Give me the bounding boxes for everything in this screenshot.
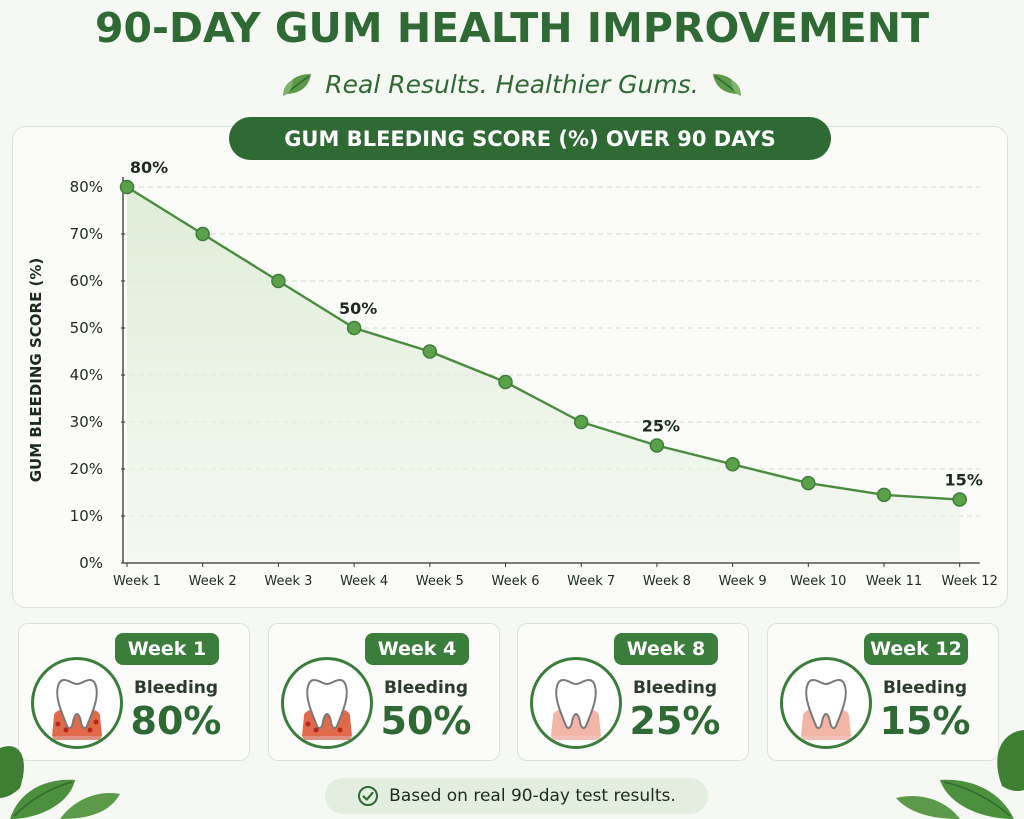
leaf-icon <box>712 74 741 96</box>
stat-card-week-4: Week 4 Bleeding 50% <box>268 623 500 761</box>
x-tick-label: Week 6 <box>491 574 539 589</box>
y-tick-label: 40% <box>70 366 103 384</box>
tooth-icon <box>530 657 622 749</box>
data-point <box>498 374 513 390</box>
stat-label: Bleeding <box>632 678 718 698</box>
x-tick-label: Week 3 <box>264 574 312 589</box>
stat-label: Bleeding <box>383 678 469 698</box>
y-tick-label: 50% <box>70 319 103 337</box>
data-point <box>271 273 286 289</box>
stat-value: 25% <box>629 699 721 743</box>
footnote-text: Based on real 90-day test results. <box>389 786 676 806</box>
data-label: 80% <box>130 158 168 177</box>
stat-card-week-8: Week 8 Bleeding 25% <box>517 623 749 761</box>
data-point <box>801 475 816 491</box>
y-tick-label: 60% <box>70 272 103 290</box>
data-point <box>119 179 135 195</box>
x-tick-label: Week 8 <box>643 574 691 589</box>
y-tick-label: 10% <box>70 507 103 525</box>
series-area <box>127 187 960 563</box>
x-tick-label: Week 10 <box>790 574 846 589</box>
x-tick-label: Week 1 <box>113 574 161 589</box>
stat-value: 80% <box>130 699 222 743</box>
data-point <box>725 457 740 472</box>
week-badge: Week 8 <box>614 633 718 665</box>
tooth-icon <box>31 657 123 749</box>
data-label: 50% <box>339 299 377 318</box>
x-tick-label: Week 12 <box>942 574 998 589</box>
x-tick-label: Week 5 <box>416 574 464 589</box>
leaf-icon <box>283 74 312 96</box>
data-point <box>573 414 589 430</box>
data-point <box>422 344 438 359</box>
stat-value: 50% <box>380 699 472 743</box>
stat-value: 15% <box>879 699 971 743</box>
series-line <box>126 185 960 501</box>
week-badge: Week 12 <box>864 633 968 665</box>
subtitle: Real Results. Healthier Gums. <box>325 69 699 99</box>
stat-label: Bleeding <box>882 678 968 698</box>
data-label: 15% <box>945 471 983 490</box>
tooth-icon <box>780 657 872 749</box>
data-point <box>346 320 362 336</box>
chart-title: GUM BLEEDING SCORE (%) OVER 90 DAYS <box>229 117 831 160</box>
week-badge: Week 1 <box>115 633 219 665</box>
y-tick-label: 80% <box>70 178 103 196</box>
x-tick-label: Week 11 <box>866 574 922 589</box>
x-tick-label: Week 2 <box>189 574 237 589</box>
y-tick-label: 0% <box>79 554 103 572</box>
stat-label: Bleeding <box>133 678 219 698</box>
data-label: 25% <box>642 417 680 436</box>
data-point <box>952 492 967 507</box>
stat-card-week-12: Week 12 Bleeding 15% <box>767 623 999 761</box>
footnote: Based on real 90-day test results. <box>325 778 708 814</box>
y-tick-label: 20% <box>70 460 103 478</box>
x-tick-label: Week 7 <box>567 574 615 589</box>
stat-card-week-1: Week 1 Bleeding 80% <box>18 623 250 761</box>
y-tick-label: 30% <box>70 413 103 431</box>
data-point <box>195 226 210 242</box>
week-badge: Week 4 <box>365 633 469 665</box>
check-circle-icon <box>358 786 379 806</box>
data-point <box>649 438 665 453</box>
leaves-decoration-right <box>896 730 1024 819</box>
data-point <box>876 487 892 503</box>
x-tick-label: Week 4 <box>340 574 388 589</box>
y-tick-label: 70% <box>70 225 103 243</box>
subtitle-row: Real Results. Healthier Gums. <box>0 64 1024 104</box>
tooth-icon <box>281 657 373 749</box>
page-title: 90-DAY GUM HEALTH IMPROVEMENT <box>94 4 930 52</box>
y-axis-title: GUM BLEEDING SCORE (%) <box>27 257 45 483</box>
x-tick-label: Week 9 <box>719 574 767 589</box>
leaves-decoration-left <box>0 746 120 819</box>
